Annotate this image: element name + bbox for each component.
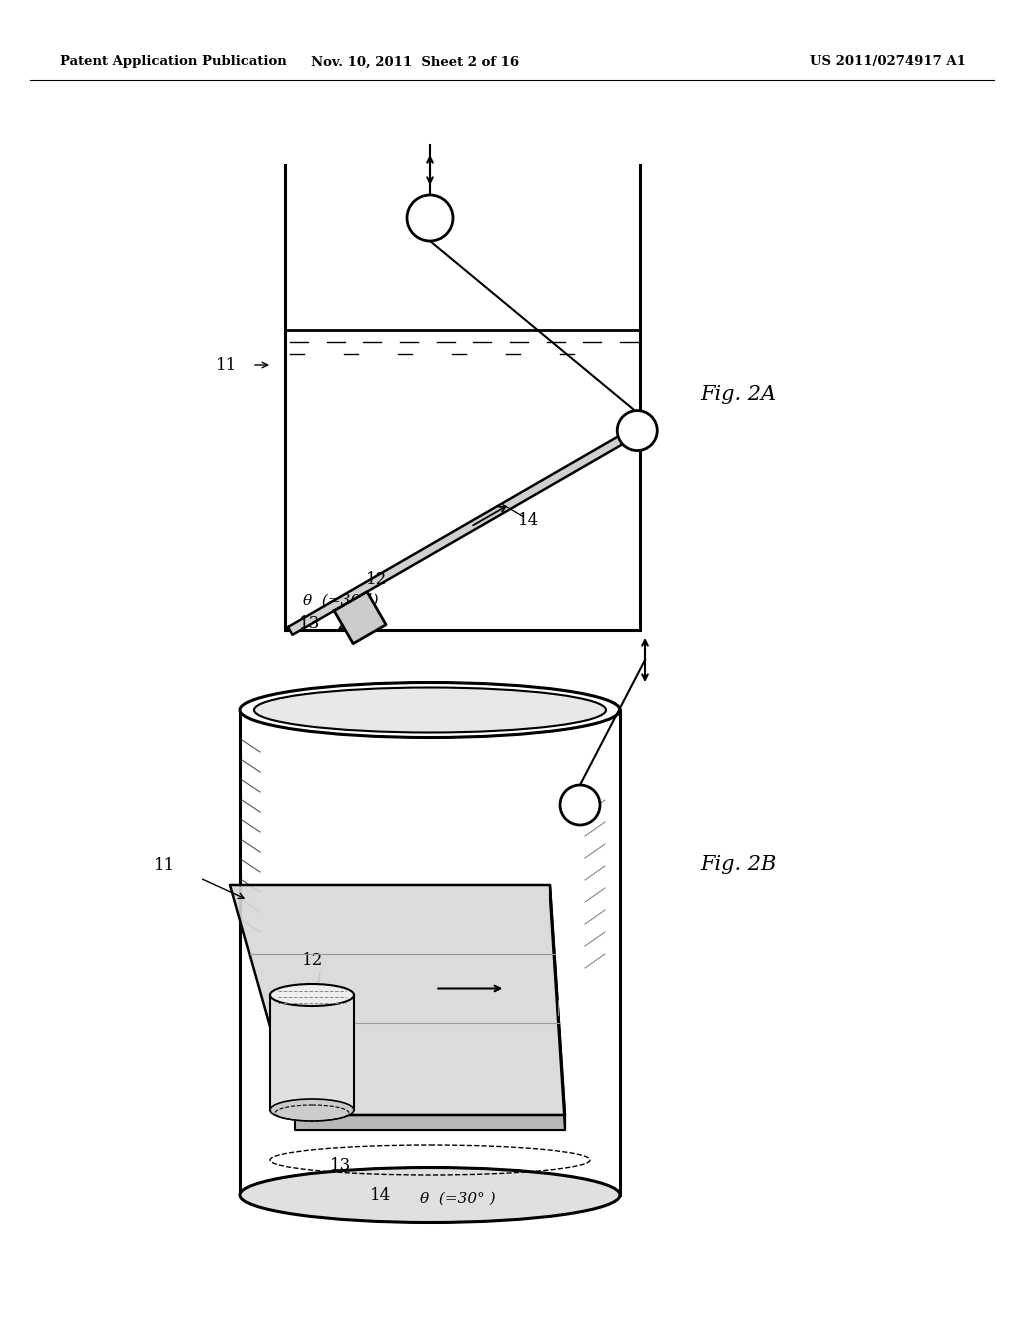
Text: 13: 13 xyxy=(330,1158,351,1173)
Ellipse shape xyxy=(240,682,620,738)
Text: Fig. 2A: Fig. 2A xyxy=(700,385,776,404)
Text: 11: 11 xyxy=(154,857,175,874)
Polygon shape xyxy=(230,884,565,1115)
Polygon shape xyxy=(295,1115,565,1130)
Text: 13: 13 xyxy=(299,615,319,632)
Ellipse shape xyxy=(270,1100,354,1121)
Polygon shape xyxy=(334,591,386,644)
Circle shape xyxy=(407,195,453,242)
Ellipse shape xyxy=(240,1167,620,1222)
Text: US 2011/0274917 A1: US 2011/0274917 A1 xyxy=(810,55,966,69)
Circle shape xyxy=(560,785,600,825)
Text: Nov. 10, 2011  Sheet 2 of 16: Nov. 10, 2011 Sheet 2 of 16 xyxy=(311,55,519,69)
Polygon shape xyxy=(550,884,565,1130)
Text: 11: 11 xyxy=(216,356,237,374)
Ellipse shape xyxy=(254,688,606,733)
Text: θ  (=30° ): θ (=30° ) xyxy=(303,594,379,609)
Text: θ  (=30° ): θ (=30° ) xyxy=(420,1192,496,1206)
Text: 12: 12 xyxy=(302,952,324,969)
Text: 12: 12 xyxy=(366,570,387,587)
Text: Fig. 2B: Fig. 2B xyxy=(700,855,776,874)
Text: 14: 14 xyxy=(370,1187,391,1204)
Text: Patent Application Publication: Patent Application Publication xyxy=(60,55,287,69)
Text: 14: 14 xyxy=(518,512,540,529)
Polygon shape xyxy=(270,995,354,1110)
Polygon shape xyxy=(288,426,640,635)
Circle shape xyxy=(617,411,657,450)
Ellipse shape xyxy=(270,983,354,1006)
